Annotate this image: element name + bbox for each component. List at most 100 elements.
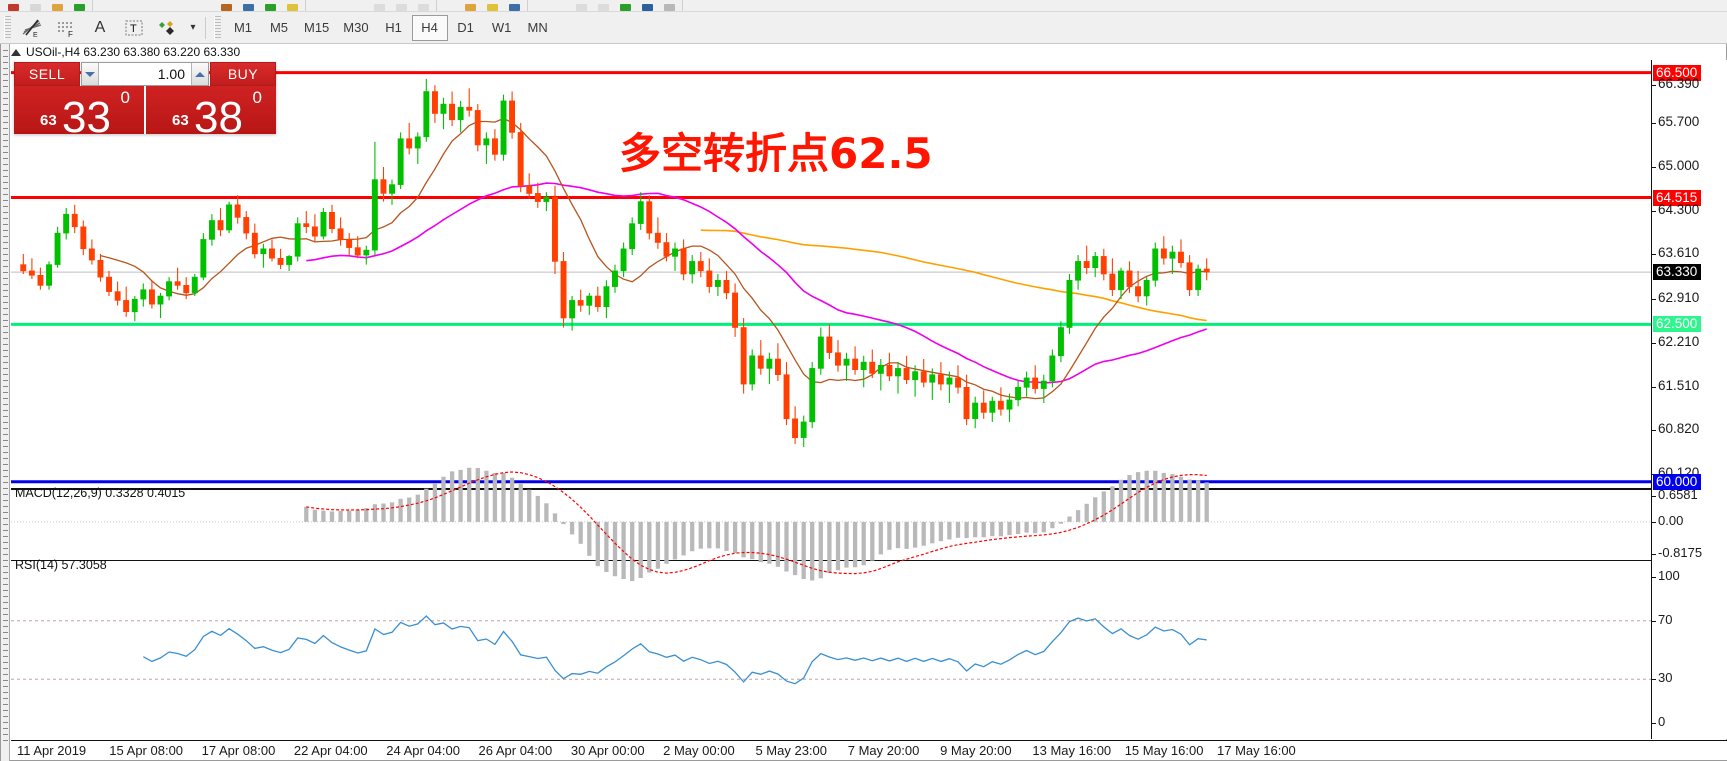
- grid-icon[interactable]: [592, 0, 614, 11]
- time-axis-label: 7 May 20:00: [847, 743, 920, 758]
- expert-icon[interactable]: [481, 0, 503, 11]
- ruler-tick: [3, 290, 8, 291]
- volume-stepper[interactable]: 1.00: [81, 62, 209, 86]
- ruler-tick: [3, 692, 8, 693]
- indicator-axis-tick: [1652, 679, 1656, 681]
- price-axis-tick: [1652, 167, 1656, 168]
- toolbar-grip-periods[interactable]: [214, 15, 221, 40]
- timeframe-group: M1 M5 M15 M30 H1 H4 D1 W1 MN: [225, 14, 556, 41]
- ruler-tick: [3, 98, 8, 99]
- timeframe-button-h1[interactable]: H1: [385, 20, 402, 35]
- new-chart-icon[interactable]: [2, 0, 24, 11]
- timeframe-button-m1[interactable]: M1: [233, 20, 253, 35]
- timeframe-button-mn[interactable]: MN: [527, 20, 548, 35]
- period-icon[interactable]: [503, 0, 525, 11]
- ruler-tick: [3, 404, 8, 405]
- ruler-tick: [3, 266, 8, 267]
- terminal-icon[interactable]: [215, 0, 237, 11]
- ruler-tick: [3, 446, 8, 447]
- toolbar-top-row: [0, 0, 1727, 12]
- text-grid-icon[interactable]: F: [49, 15, 83, 41]
- ruler-tick: [3, 140, 8, 141]
- time-axis-label: 26 Apr 04:00: [478, 743, 553, 758]
- ruler-tick: [3, 578, 8, 579]
- time-axis-label: 17 Apr 08:00: [201, 743, 276, 758]
- ruler-tick: [3, 236, 8, 237]
- timeframe-button-m5[interactable]: M5: [269, 20, 289, 35]
- volume-value[interactable]: 1.00: [157, 66, 185, 82]
- price-axis-badge: 62.500: [1653, 316, 1702, 333]
- buy-price-main: 38: [194, 93, 243, 135]
- bar-chart-icon[interactable]: [68, 0, 90, 11]
- ruler-tick: [3, 704, 8, 705]
- trade-panel-controls: SELL 1.00 BUY: [14, 62, 276, 86]
- volume-decrease-button[interactable]: [82, 63, 99, 85]
- text-tool-icon[interactable]: A: [94, 18, 106, 36]
- zoom-in-icon[interactable]: [368, 0, 390, 11]
- toolbar-grip-left[interactable]: [4, 15, 11, 40]
- text-label-icon[interactable]: T: [117, 15, 151, 41]
- ohlc-icon[interactable]: [614, 0, 636, 11]
- time-axis[interactable]: 11 Apr 2019 15 Apr 08:00 17 Apr 08:00 22 Ap…: [11, 740, 1727, 760]
- ruler-tick: [3, 176, 8, 177]
- autoscroll-icon[interactable]: [412, 0, 434, 11]
- toolbar-group-5: [568, 0, 683, 11]
- price-axis-tick: [1652, 386, 1656, 388]
- ruler-tick: [3, 164, 8, 165]
- sell-price-tile[interactable]: 63 33 0: [14, 86, 144, 134]
- price-axis[interactable]: 66.500 66.390 65.700 65.000 64.515 64.300 63.6…: [1651, 60, 1727, 739]
- ruler-tick: [3, 416, 8, 417]
- rsi-indicator-title: RSI(14) 57.3058: [15, 558, 107, 572]
- timeframe-button-m15[interactable]: M15: [304, 20, 330, 35]
- folder-icon[interactable]: [46, 0, 68, 11]
- ruler-tick: [3, 386, 8, 387]
- ruler-tick: [3, 602, 8, 603]
- ruler-tick: [3, 620, 8, 621]
- ruler-tick: [3, 596, 8, 597]
- ruler-tick: [3, 572, 8, 573]
- timeframe-button-w1[interactable]: W1: [491, 20, 512, 35]
- collapse-triangle-icon[interactable]: [11, 48, 21, 56]
- line-icon[interactable]: [658, 0, 680, 11]
- ruler-tick: [3, 296, 8, 297]
- template-icon[interactable]: [570, 0, 592, 11]
- data-window-icon[interactable]: [259, 0, 281, 11]
- objects-icon[interactable]: [151, 15, 185, 41]
- ruler-tick: [3, 476, 8, 477]
- zoom-out-icon[interactable]: [390, 0, 412, 11]
- price-plot-area[interactable]: 多空转折点62.5: [11, 60, 1651, 739]
- profiles-icon[interactable]: [24, 0, 46, 11]
- buy-button[interactable]: BUY: [210, 62, 276, 86]
- one-click-trading-panel[interactable]: SELL 1.00 BUY 63 33 0 63 38 0: [14, 62, 276, 134]
- ruler-tick: [3, 284, 8, 285]
- ruler-tick: [3, 254, 8, 255]
- navigator-icon[interactable]: [237, 0, 259, 11]
- ruler-tick: [3, 740, 8, 741]
- macd-axis-label: 0.00: [1658, 512, 1684, 528]
- ruler-tick: [3, 728, 8, 729]
- sell-button[interactable]: SELL: [14, 62, 80, 86]
- indicator-icon[interactable]: [459, 0, 481, 11]
- toolbar-group-2: [213, 0, 306, 11]
- market-watch-icon[interactable]: [281, 0, 303, 11]
- buy-price-sup: 0: [252, 88, 262, 107]
- ruler-tick: [3, 662, 8, 663]
- ruler-tick: [3, 134, 8, 135]
- ruler-tick: [3, 584, 8, 585]
- fibonacci-icon[interactable]: E: [15, 15, 49, 41]
- chevron-down-icon[interactable]: ▾: [190, 22, 196, 33]
- rsi-axis-label: 0: [1658, 714, 1666, 729]
- timeframe-button-h4[interactable]: H4: [411, 14, 448, 41]
- volume-increase-button[interactable]: [191, 63, 208, 85]
- ruler-tick: [3, 464, 8, 465]
- ruler-tick: [3, 440, 8, 441]
- globe-icon[interactable]: [636, 0, 658, 11]
- ruler-tick: [3, 62, 8, 63]
- buy-price-tile[interactable]: 63 38 0: [146, 86, 276, 134]
- ruler-tick: [3, 560, 8, 561]
- price-axis-badge: 60.000: [1653, 473, 1702, 490]
- ruler-tick: [3, 668, 8, 669]
- timeframe-button-d1[interactable]: D1: [457, 20, 474, 35]
- timeframe-button-m30[interactable]: M30: [343, 20, 369, 35]
- ruler-tick: [3, 452, 8, 453]
